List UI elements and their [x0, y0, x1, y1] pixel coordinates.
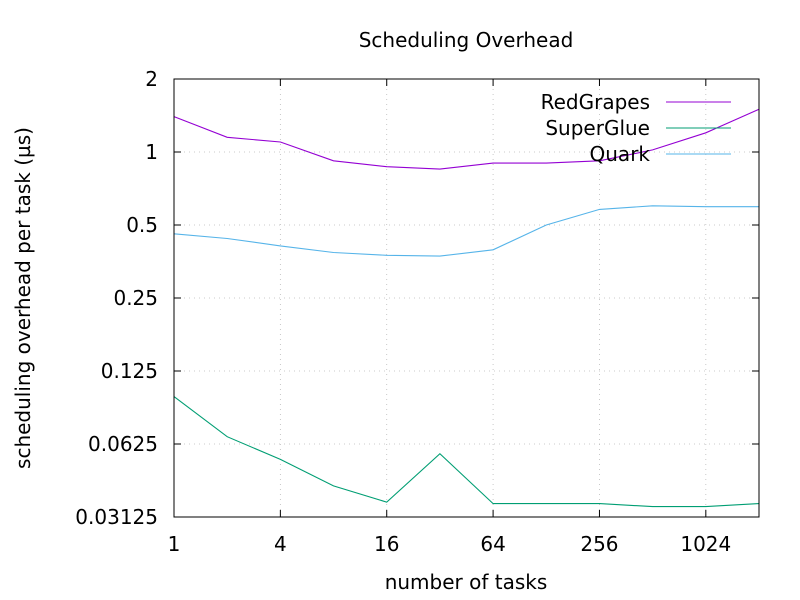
series-lines — [173, 108, 760, 508]
x-tick-label: 1024 — [680, 532, 731, 556]
legend-label-superglue: SuperGlue — [545, 116, 650, 140]
grid-lines — [174, 79, 759, 517]
y-tick-label: 0.125 — [101, 359, 158, 383]
legend-label-quark: Quark — [590, 142, 651, 166]
axis-ticks: 1 4 16 64 256 1024 0.03125 0.0625 0.125 0.25 0.5 1 2 — [75, 67, 759, 556]
series-line-quark — [173, 205, 759, 257]
x-axis-label: number of tasks — [385, 570, 548, 594]
x-tick-label: 1 — [168, 532, 181, 556]
y-tick-label: 1 — [145, 140, 158, 164]
chart-title: Scheduling Overhead — [359, 28, 574, 52]
y-axis-label: scheduling overhead per task (µs) — [11, 127, 35, 469]
y-tick-label: 0.5 — [126, 213, 158, 237]
y-tick-label: 0.0625 — [88, 432, 158, 456]
x-tick-label: 4 — [274, 532, 287, 556]
series-line-superglue — [173, 396, 760, 508]
y-tick-label: 0.25 — [113, 286, 158, 310]
x-tick-label: 256 — [580, 532, 618, 556]
series-line-redgrapes — [173, 108, 760, 170]
x-tick-label: 64 — [480, 532, 505, 556]
legend-label-redgrapes: RedGrapes — [541, 90, 650, 114]
x-tick-label: 16 — [374, 532, 399, 556]
y-tick-label: 0.03125 — [75, 505, 158, 529]
y-tick-label: 2 — [145, 67, 158, 91]
